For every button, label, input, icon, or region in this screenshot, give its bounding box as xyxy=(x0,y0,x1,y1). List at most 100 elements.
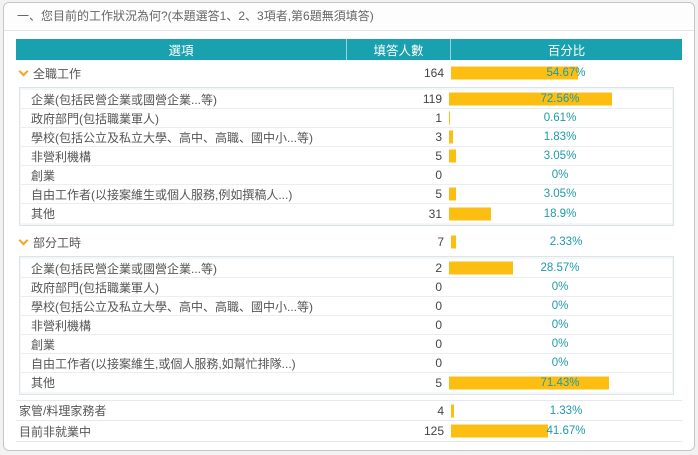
option-label: 其他 xyxy=(31,207,56,221)
option-label: 自由工作者(以接案維生或個人服務,例如撰稿人...) xyxy=(31,187,293,202)
option-count: 5 xyxy=(435,375,442,390)
option-percent-cell: 18.9% xyxy=(448,204,672,223)
option-label: 政府部門(包括職業軍人) xyxy=(31,111,159,126)
percent-label: 0% xyxy=(551,357,569,369)
percent-label: 28.57% xyxy=(540,262,580,274)
percent-label: 41.67% xyxy=(546,425,586,437)
option-count: 1 xyxy=(435,111,442,125)
option-count: 0 xyxy=(435,280,442,294)
group-row-part-time[interactable]: 部分工時 7 2.33% xyxy=(16,231,682,253)
option-percent-cell: 0% xyxy=(448,297,672,315)
option-row: 自由工作者(以接案維生,或個人服務,如幫忙排隊...) 0 0% xyxy=(21,354,672,373)
percent-bar xyxy=(451,404,455,417)
row-homemaker: 家管/料理家務者 4 1.33% xyxy=(16,400,682,421)
row-not-employed: 目前非就業中 125 41.67% xyxy=(16,421,682,442)
percent-bar xyxy=(451,66,578,80)
table-header: 選項 填答人數 百分比 xyxy=(16,39,682,60)
percent-bar xyxy=(449,187,456,201)
percent-label: 3.05% xyxy=(543,150,577,162)
option-row: 非營利機構 5 3.05% xyxy=(21,147,672,166)
option-row: 政府部門(包括職業軍人) 1 0.61% xyxy=(21,109,672,128)
option-percent-cell: 0% xyxy=(448,316,672,334)
option-count: 125 xyxy=(423,424,444,438)
percent-bar xyxy=(449,376,609,389)
percent-label: 0% xyxy=(551,338,569,350)
option-count: 5 xyxy=(435,187,442,201)
option-row: 創業 0 0% xyxy=(21,166,672,185)
option-count: 3 xyxy=(435,130,442,144)
percent-label: 18.9% xyxy=(543,207,577,220)
option-count: 0 xyxy=(435,299,442,313)
group-label-cell: 部分工時 xyxy=(16,234,346,251)
option-label: 目前非就業中 xyxy=(19,424,92,439)
percent-bar xyxy=(449,207,492,220)
option-label: 自由工作者(以接案維生,或個人服務,如幫忙排隊...) xyxy=(31,356,296,371)
group-label-cell: 全職工作 xyxy=(16,65,346,82)
option-row: 其他 31 18.9% xyxy=(21,204,672,223)
percent-bar xyxy=(449,261,513,275)
header-respondent-count: 填答人數 xyxy=(346,39,450,60)
group-percent-cell: 2.33% xyxy=(450,231,682,253)
option-percent-cell: 71.43% xyxy=(448,373,672,392)
option-row: 自由工作者(以接案維生或個人服務,例如撰稿人...) 5 3.05% xyxy=(21,185,672,204)
option-percent-cell: 0% xyxy=(448,278,672,296)
percent-bar xyxy=(451,235,457,249)
option-percent-cell: 28.57% xyxy=(448,259,672,277)
percent-bar xyxy=(449,130,454,144)
option-count: 0 xyxy=(435,168,442,182)
option-count: 119 xyxy=(422,92,442,106)
survey-results-card: 一、您目前的工作狀況為何?(本題選答1、2、3項者,第6題無須填答) 選項 填答… xyxy=(3,2,695,451)
percent-label: 0% xyxy=(551,300,569,312)
option-percent-cell: 41.67% xyxy=(450,421,682,441)
chevron-down-icon[interactable] xyxy=(18,66,29,76)
option-count: 4 xyxy=(437,403,444,418)
percent-label: 0% xyxy=(551,281,569,293)
group-label: 部分工時 xyxy=(33,235,82,250)
group-percent-cell: 54.67% xyxy=(450,62,682,84)
option-label: 學校(包括公立及私立大學、高中、高職、國中小...等) xyxy=(31,299,313,314)
percent-bar xyxy=(449,92,612,106)
option-count: 0 xyxy=(435,318,442,332)
percent-label: 2.33% xyxy=(549,236,583,248)
option-label: 非營利機構 xyxy=(31,318,92,333)
group-label: 全職工作 xyxy=(33,66,82,81)
option-label: 企業(包括民營企業或國營企業...等) xyxy=(31,92,217,107)
option-percent-cell: 0% xyxy=(448,354,672,372)
full-time-options-box: 企業(包括民營企業或國營企業...等) 119 72.56% 政府部門(包括職業… xyxy=(19,87,674,226)
group-count: 164 xyxy=(423,66,444,80)
option-count: 0 xyxy=(435,356,442,370)
option-count: 31 xyxy=(428,206,442,221)
header-percentage: 百分比 xyxy=(450,39,682,60)
header-option: 選項 xyxy=(168,44,194,58)
percent-bar xyxy=(449,111,451,125)
option-percent-cell: 0.61% xyxy=(448,109,672,127)
option-label: 學校(包括公立及私立大學、高中、高職、國中小...等) xyxy=(31,130,313,145)
group-row-full-time[interactable]: 全職工作 164 54.67% xyxy=(16,62,682,84)
option-label: 創業 xyxy=(31,337,56,352)
percent-label: 72.56% xyxy=(540,93,580,105)
option-row: 企業(包括民營企業或國營企業...等) 2 28.57% xyxy=(21,259,672,278)
percent-label: 0% xyxy=(551,319,569,331)
option-row: 創業 0 0% xyxy=(21,335,672,354)
option-label: 非營利機構 xyxy=(31,149,92,164)
option-count: 0 xyxy=(435,337,442,351)
percent-bar xyxy=(449,149,456,163)
option-row: 政府部門(包括職業軍人) 0 0% xyxy=(21,278,672,297)
option-percent-cell: 1.83% xyxy=(448,128,672,146)
option-row: 學校(包括公立及私立大學、高中、高職、國中小...等) 3 1.83% xyxy=(21,128,672,147)
option-percent-cell: 1.33% xyxy=(450,401,682,420)
part-time-options-box: 企業(包括民營企業或國營企業...等) 2 28.57% 政府部門(包括職業軍人… xyxy=(19,256,674,395)
option-label: 其他 xyxy=(31,376,56,390)
option-count: 2 xyxy=(435,261,442,275)
percent-label: 3.05% xyxy=(543,188,577,200)
option-row: 非營利機構 0 0% xyxy=(21,316,672,335)
option-label: 政府部門(包括職業軍人) xyxy=(31,280,159,295)
chevron-down-icon[interactable] xyxy=(18,235,29,245)
percent-bar xyxy=(451,424,548,438)
option-percent-cell: 3.05% xyxy=(448,185,672,203)
option-row: 企業(包括民營企業或國營企業...等) 119 72.56% xyxy=(21,90,672,109)
option-percent-cell: 3.05% xyxy=(448,147,672,165)
option-percent-cell: 0% xyxy=(448,335,672,353)
option-row: 其他 5 71.43% xyxy=(21,373,672,392)
percent-label: 0% xyxy=(551,169,569,181)
